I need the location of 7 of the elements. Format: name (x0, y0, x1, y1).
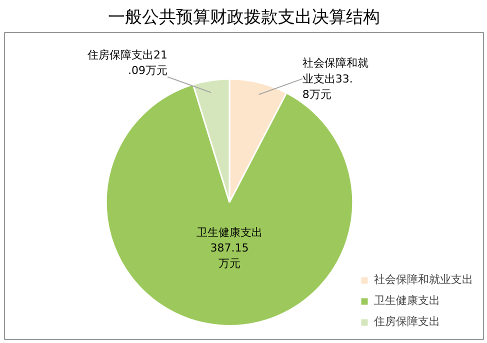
legend-label: 卫生健康支出 (374, 293, 440, 308)
data-label: 卫生健康支出387.15万元 (196, 226, 262, 270)
legend-label: 住房保障支出 (374, 314, 440, 329)
legend-label: 社会保障和就业支出 (374, 272, 473, 287)
data-label: 社会保障和就业支出33.8万元 (302, 56, 368, 101)
chart-title: 一般公共预算财政拨款支出决算结构 (108, 8, 380, 28)
data-label: 住房保障支出21.09万元 (88, 48, 168, 77)
